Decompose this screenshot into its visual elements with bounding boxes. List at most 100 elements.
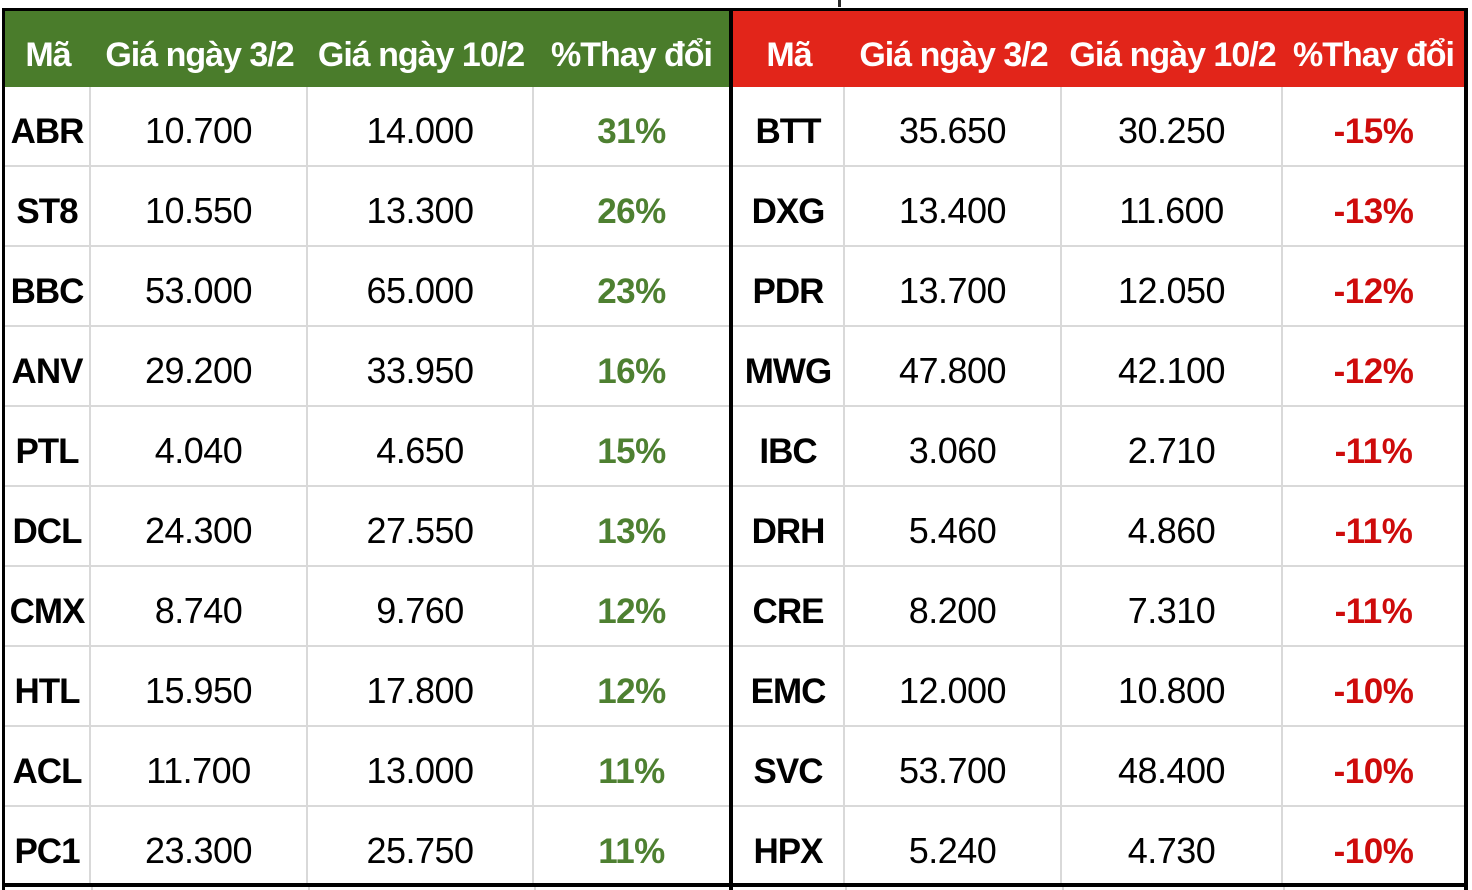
table-row: CRE 8.200 7.310 -11% — [733, 567, 1464, 647]
table-row: BBC 53.000 65.000 23% — [5, 247, 729, 327]
ticker-code: CRE — [733, 567, 845, 645]
ticker-code: ACL — [5, 727, 91, 805]
price-3-2: 47.800 — [845, 327, 1062, 405]
price-10-2: 42.100 — [1062, 327, 1283, 405]
percent-change: 11% — [598, 832, 665, 871]
percent-change: 11% — [598, 752, 665, 791]
table-row: DXG 13.400 11.600 -13% — [733, 167, 1464, 247]
ticker-code: DRH — [733, 487, 845, 565]
price-10-2: 14.000 — [308, 87, 534, 165]
column-header-ma: Mã — [766, 36, 812, 74]
price-3-2: 35.650 — [845, 87, 1062, 165]
percent-change: -10% — [1333, 752, 1414, 791]
ticker-code: HTL — [5, 647, 91, 725]
price-10-2: 2.710 — [1062, 407, 1283, 485]
price-3-2: 8.740 — [91, 567, 308, 645]
price-3-2: 3.060 — [845, 407, 1062, 485]
price-3-2: 13.400 — [845, 167, 1062, 245]
ticker-code: ANV — [5, 327, 91, 405]
ticker-code: EMC — [733, 647, 845, 725]
table-row: SVC 53.700 48.400 -10% — [733, 727, 1464, 807]
percent-change: -13% — [1333, 192, 1414, 231]
table-row: PC1 23.300 25.750 11% — [5, 807, 729, 883]
price-10-2: 33.950 — [308, 327, 534, 405]
table-row: IBC 3.060 2.710 -11% — [733, 407, 1464, 487]
percent-change: 12% — [597, 672, 666, 711]
percent-change: -10% — [1333, 832, 1414, 871]
table-row: MWG 47.800 42.100 -12% — [733, 327, 1464, 407]
ticker-code: PTL — [5, 407, 91, 485]
table-row: EMC 12.000 10.800 -10% — [733, 647, 1464, 727]
price-10-2: 25.750 — [308, 807, 534, 883]
column-header-gia-3-2: Giá ngày 3/2 — [105, 36, 294, 74]
price-3-2: 29.200 — [91, 327, 308, 405]
price-10-2: 17.800 — [308, 647, 534, 725]
ticker-code: BBC — [5, 247, 91, 325]
table-row: ABR 10.700 14.000 31% — [5, 87, 729, 167]
gainers-body: ABR 10.700 14.000 31% ST8 10.550 13.300 26% BBC 5… — [5, 87, 729, 883]
percent-change: -11% — [1334, 512, 1413, 551]
table-row: HTL 15.950 17.800 12% — [5, 647, 729, 727]
crop-artifact-tick — [838, 0, 841, 7]
price-3-2: 5.460 — [845, 487, 1062, 565]
price-10-2: 65.000 — [308, 247, 534, 325]
price-10-2: 10.800 — [1062, 647, 1283, 725]
percent-change: -15% — [1333, 112, 1414, 151]
table-row: PTL 4.040 4.650 15% — [5, 407, 729, 487]
price-10-2: 27.550 — [308, 487, 534, 565]
table-row: HPX 5.240 4.730 -10% — [733, 807, 1464, 883]
ticker-code: PDR — [733, 247, 845, 325]
price-3-2: 53.000 — [91, 247, 308, 325]
ticker-code: CMX — [5, 567, 91, 645]
price-3-2: 11.700 — [91, 727, 308, 805]
price-3-2: 5.240 — [845, 807, 1062, 883]
column-header-gia-10-2: Giá ngày 10/2 — [1069, 36, 1276, 74]
crop-artifact-gridline-stub — [845, 887, 847, 890]
ticker-code: ABR — [5, 87, 91, 165]
price-10-2: 4.860 — [1062, 487, 1283, 565]
column-header-thay-doi: %Thay đổi — [550, 36, 713, 74]
price-3-2: 10.700 — [91, 87, 308, 165]
crop-artifact-gridline-stub — [308, 887, 310, 890]
losers-body: BTT 35.650 30.250 -15% DXG 13.400 11.600 -13% PD… — [733, 87, 1464, 883]
percent-change: -12% — [1333, 272, 1414, 311]
percent-change: 13% — [597, 512, 666, 551]
price-3-2: 15.950 — [91, 647, 308, 725]
crop-artifact-gridline-stub — [534, 887, 536, 890]
price-3-2: 24.300 — [91, 487, 308, 565]
column-header-ma: Mã — [25, 36, 71, 74]
percent-change: 16% — [597, 352, 666, 391]
ticker-code: BTT — [733, 87, 845, 165]
crop-artifact-gridline-stub — [1464, 887, 1468, 890]
price-3-2: 53.700 — [845, 727, 1062, 805]
table-row: CMX 8.740 9.760 12% — [5, 567, 729, 647]
ticker-code: SVC — [733, 727, 845, 805]
column-header-gia-3-2: Giá ngày 3/2 — [859, 36, 1048, 74]
table-row: ST8 10.550 13.300 26% — [5, 167, 729, 247]
price-10-2: 48.400 — [1062, 727, 1283, 805]
price-10-2: 4.650 — [308, 407, 534, 485]
percent-change: 26% — [597, 192, 666, 231]
price-10-2: 11.600 — [1062, 167, 1283, 245]
table-row: DRH 5.460 4.860 -11% — [733, 487, 1464, 567]
percent-change: 23% — [597, 272, 666, 311]
price-3-2: 10.550 — [91, 167, 308, 245]
price-3-2: 4.040 — [91, 407, 308, 485]
percent-change: -10% — [1333, 672, 1414, 711]
price-3-2: 8.200 — [845, 567, 1062, 645]
ticker-code: PC1 — [5, 807, 91, 883]
price-10-2: 13.000 — [308, 727, 534, 805]
table-row: DCL 24.300 27.550 13% — [5, 487, 729, 567]
ticker-code: MWG — [733, 327, 845, 405]
price-10-2: 13.300 — [308, 167, 534, 245]
ticker-code: DXG — [733, 167, 845, 245]
gainers-header-row: Mã Giá ngày 3/2 Giá ngày 10/2 %Thay đổi — [5, 11, 729, 87]
price-10-2: 30.250 — [1062, 87, 1283, 165]
gainers-table: Mã Giá ngày 3/2 Giá ngày 10/2 %Thay đổi … — [2, 8, 729, 887]
column-header-thay-doi: %Thay đổi — [1292, 36, 1455, 74]
percent-change: 31% — [597, 112, 666, 151]
price-10-2: 7.310 — [1062, 567, 1283, 645]
crop-artifact-gridline-stub — [2, 887, 5, 890]
percent-change: -11% — [1334, 432, 1413, 471]
